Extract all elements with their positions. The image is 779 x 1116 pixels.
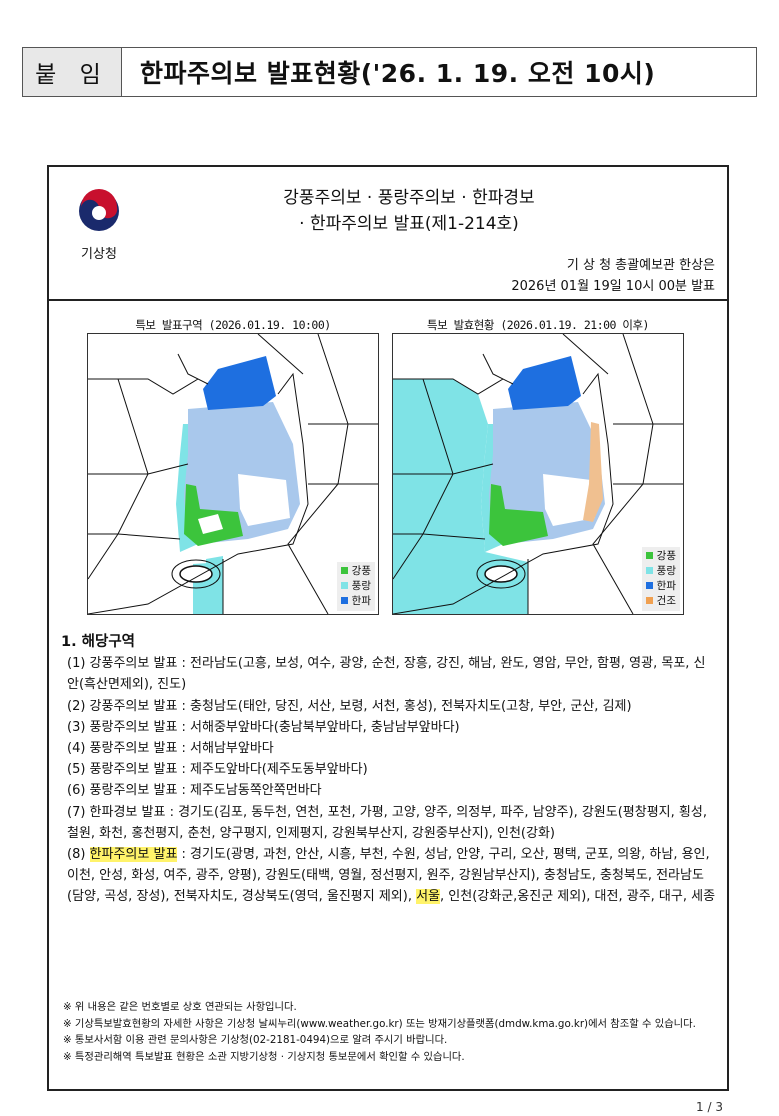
highlighted-label: 한파주의보 발표: [89, 847, 178, 863]
warning-map-image: [87, 333, 379, 615]
legend-item-gangpung: 강풍: [340, 564, 371, 579]
list-item: (2) 강풍주의보 발표 : 충청남도(태안, 당진, 서산, 보령, 서천, …: [67, 698, 632, 714]
title-line-1: 강풍주의보 · 풍랑주의보 · 한파경보: [283, 188, 535, 208]
list-item: (8) 한파주의보 발표 : 경기도(광명, 과천, 안산, 시흥, 부천, 수…: [67, 847, 716, 905]
attachment-header: 붙 임 한파주의보 발표현황('26. 1. 19. 오전 10시): [22, 47, 757, 97]
legend-item-pungnang: 풍랑: [645, 564, 676, 579]
bulletin-title: 강풍주의보 · 풍랑주의보 · 한파경보 · 한파주의보 발표(제1-214호): [209, 185, 609, 237]
list-item: (4) 풍랑주의보 발표 : 서해남부앞바다: [67, 741, 274, 757]
attachment-tag: 붙 임: [23, 48, 122, 96]
map-legend: 강풍 풍랑 한파: [336, 562, 375, 611]
page-title: 한파주의보 발표현황('26. 1. 19. 오전 10시): [140, 59, 656, 88]
highlighted-region: 서울: [416, 889, 441, 905]
legend-item-pungnang: 풍랑: [340, 579, 371, 594]
bulletin-header: 기상청 강풍주의보 · 풍랑주의보 · 한파경보 · 한파주의보 발표(제1-2…: [49, 167, 727, 301]
footnote: ※ 특정관리해역 특보발표 현황은 소관 지방기상청 · 기상지청 통보문에서 …: [63, 1050, 465, 1063]
legend-item-hanpa: 한파: [645, 579, 676, 594]
section-heading: 1. 해당구역: [61, 634, 136, 650]
list-item: (6) 풍랑주의보 발표 : 제주도남동쪽안쪽먼바다: [67, 783, 322, 799]
affected-areas-section: 1. 해당구역 (1) 강풍주의보 발표 : 전라남도(고흥, 보성, 여수, …: [61, 632, 717, 908]
kma-logo-text: 기상청: [81, 247, 117, 262]
issuer-info: 기 상 청 총괄예보관 한상은 2026년 01월 19일 10시 00분 발표: [511, 255, 715, 297]
map-issued-areas: 특보 발표구역 (2026.01.19. 10:00): [87, 317, 379, 615]
page-number: 1 / 3: [696, 1100, 723, 1114]
bulletin-box: 기상청 강풍주의보 · 풍랑주의보 · 한파경보 · 한파주의보 발표(제1-2…: [47, 165, 729, 1091]
footnote: ※ 통보사서함 이용 관련 문의사항은 기상청(02-2181-0494)으로 …: [63, 1034, 448, 1046]
legend-item-geonjo: 건조: [645, 594, 676, 609]
list-item: (5) 풍랑주의보 발표 : 제주도앞바다(제주도동부앞바다): [67, 762, 368, 778]
issuer-name: 기 상 청 총괄예보관 한상은: [566, 258, 715, 273]
footnotes: ※ 위 내용은 같은 번호별로 상호 연관되는 사항입니다. ※ 기상특보발효현…: [63, 999, 717, 1065]
kma-logo: 기상청: [74, 189, 124, 262]
footnote: ※ 위 내용은 같은 번호별로 상호 연관되는 사항입니다.: [63, 1001, 297, 1013]
map-effective-status: 특보 발효현황 (2026.01.19. 21:00 이후): [392, 317, 684, 615]
title-line-2: · 한파주의보 발표(제1-214호): [299, 214, 519, 234]
footnote: ※ 기상특보발효현황의 자세한 사항은 기상청 날씨누리(www.weather…: [63, 1017, 696, 1030]
list-item: (1) 강풍주의보 발표 : 전라남도(고흥, 보성, 여수, 광양, 순천, …: [67, 656, 706, 693]
issued-time: 2026년 01월 19일 10시 00분 발표: [511, 279, 715, 294]
map-title: 특보 발표구역 (2026.01.19. 10:00): [135, 318, 331, 332]
warning-map-image: [392, 333, 684, 615]
kma-emblem-icon: [79, 189, 119, 231]
legend-item-gangpung: 강풍: [645, 549, 676, 564]
map-title: 특보 발효현황 (2026.01.19. 21:00 이후): [427, 318, 649, 332]
list-item: (3) 풍랑주의보 발표 : 서해중부앞바다(충남북부앞바다, 충남남부앞바다): [67, 719, 460, 735]
map-legend: 강풍 풍랑 한파 건조: [641, 547, 680, 611]
list-item: (7) 한파경보 발표 : 경기도(김포, 동두천, 연천, 포천, 가평, 고…: [67, 804, 707, 841]
legend-item-hanpa: 한파: [340, 594, 371, 609]
